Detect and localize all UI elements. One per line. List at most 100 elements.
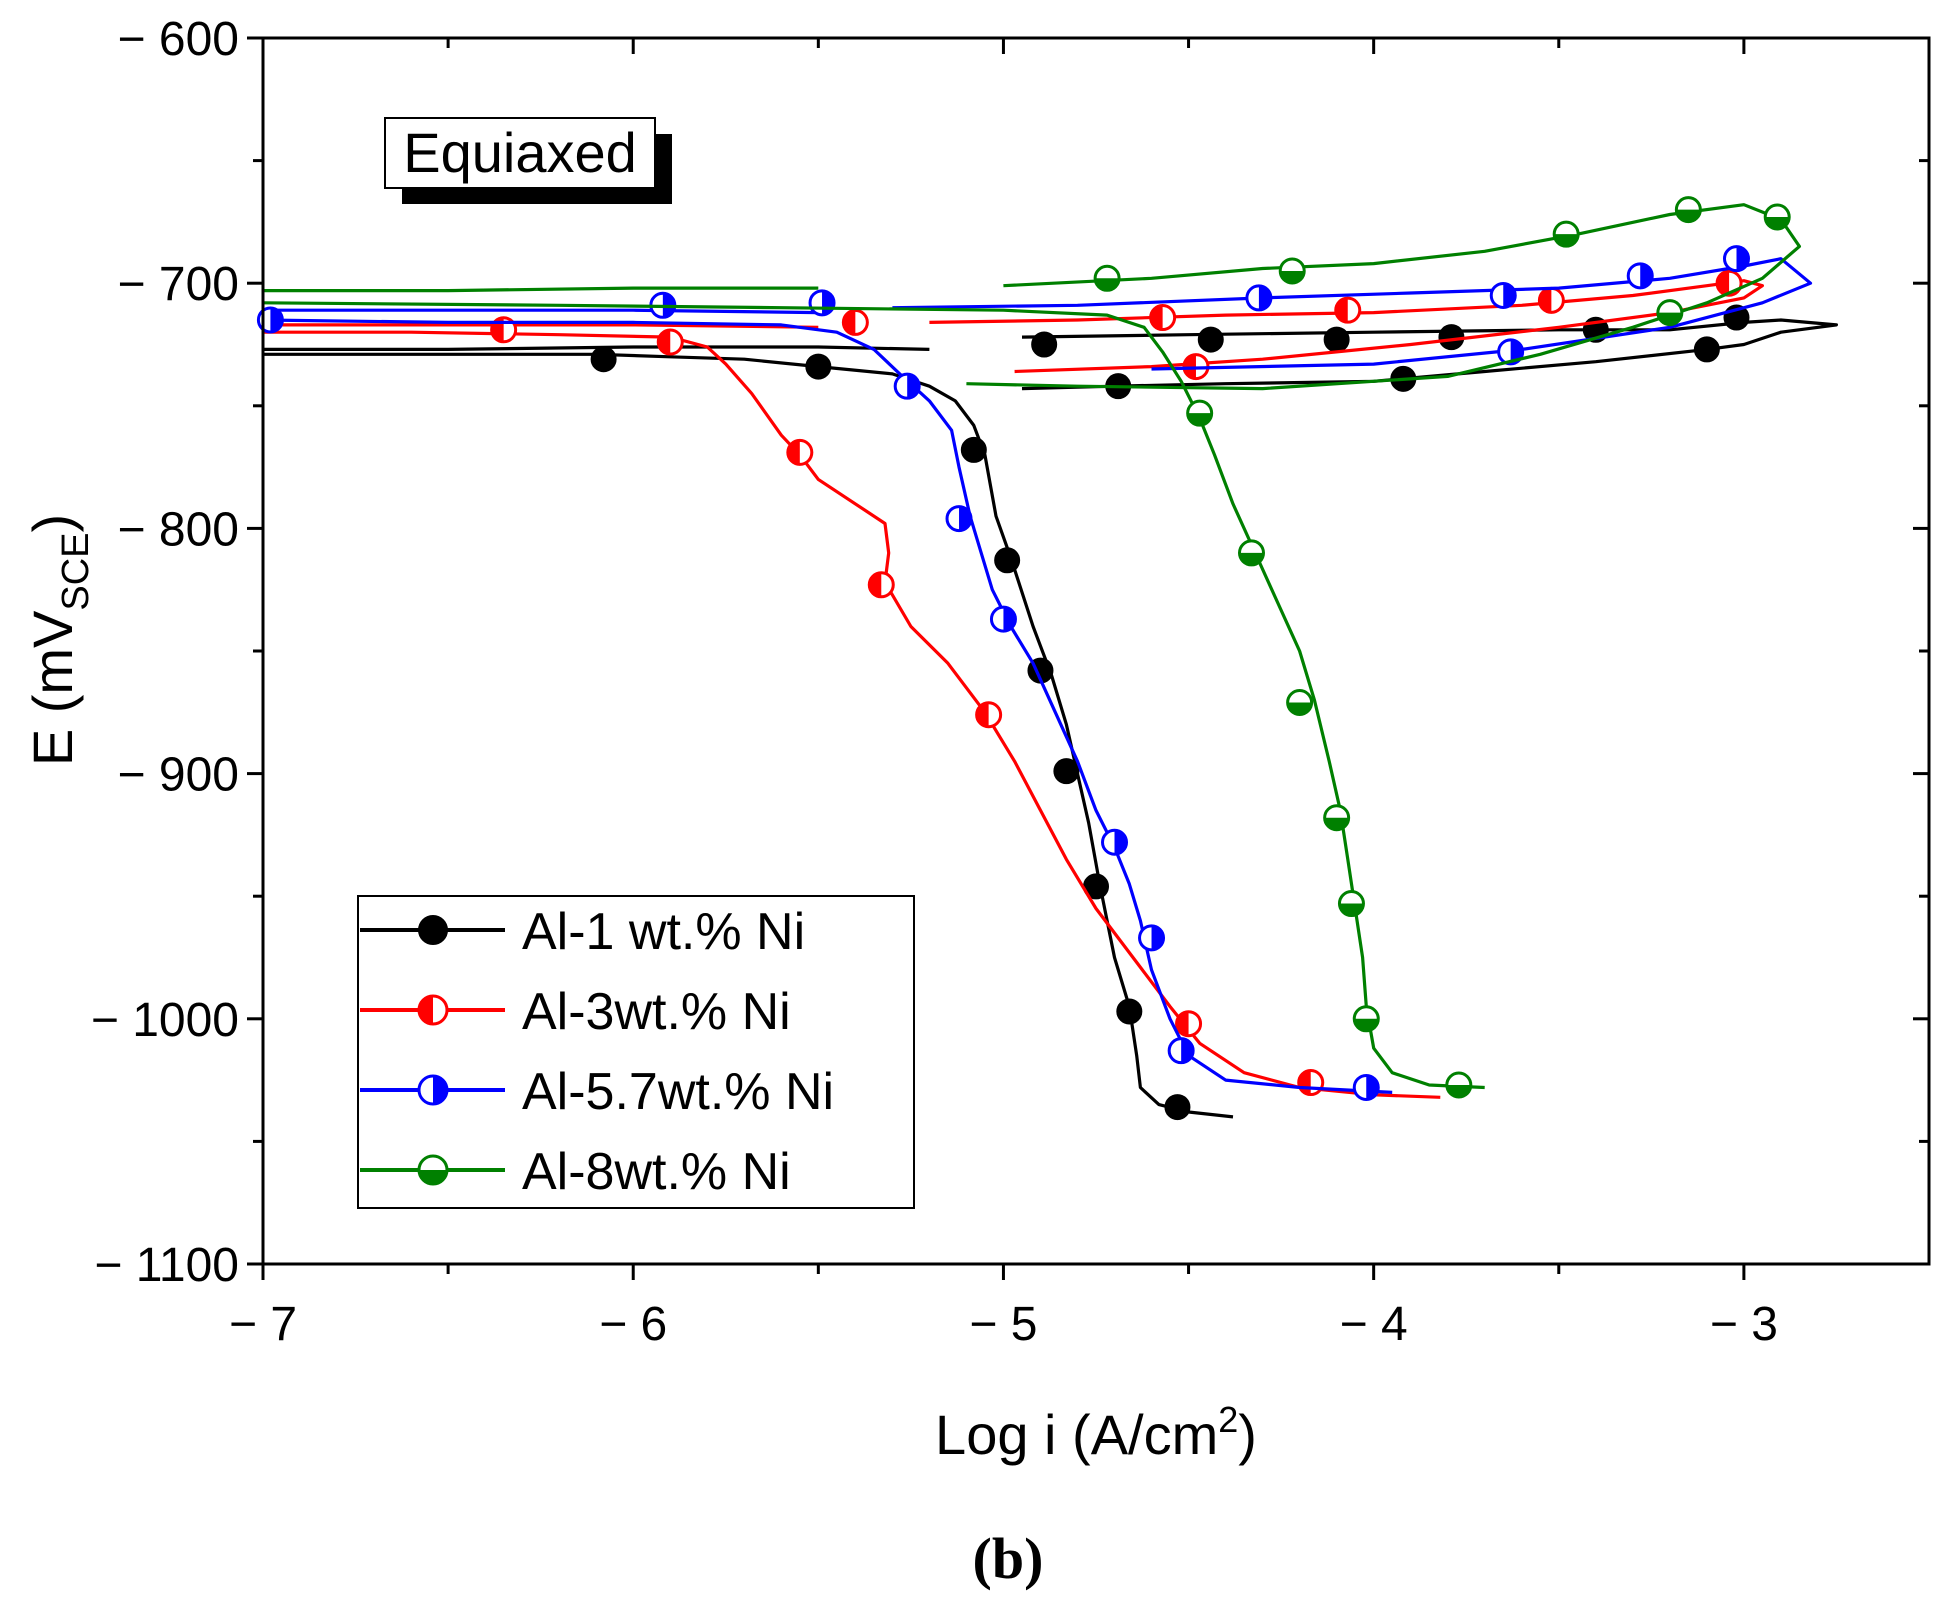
y-axis-title: E (mVSCE) (21, 514, 97, 766)
data-point (1497, 338, 1525, 366)
data-point (1101, 828, 1129, 856)
data-point-fill (1150, 305, 1163, 330)
legend-item: Al-8wt.% Ni (360, 1143, 791, 1201)
data-point (1674, 196, 1702, 224)
data-point-fill (1503, 283, 1516, 308)
inset-label: Equiaxed (403, 121, 637, 184)
data-point-dot (1693, 336, 1720, 363)
data-point-dot (1197, 326, 1224, 353)
data-point (1053, 758, 1080, 785)
data-point (1438, 324, 1465, 351)
series-line-upper (966, 203, 1801, 391)
data-point-dot (590, 346, 617, 373)
data-point-dot (1031, 331, 1058, 358)
series-line-reverse (263, 308, 819, 315)
data-point (1286, 688, 1314, 716)
x-tick-label: − 3 (1710, 1298, 1778, 1351)
data-point (1323, 804, 1351, 832)
legend: Al-1 wt.% Ni Al-3wt.% Ni Al-5.7wt.% Ni Al-8… (357, 895, 915, 1209)
data-point-fill (869, 572, 882, 597)
series-line-upper (892, 257, 1813, 371)
data-point-fill (843, 310, 856, 335)
data-point-fill (1095, 278, 1120, 291)
plot-area (256, 196, 1838, 1121)
x-tick-label: − 4 (1340, 1298, 1408, 1351)
data-point-fill (1287, 702, 1312, 715)
data-point (656, 328, 684, 356)
data-point-fill (1765, 216, 1790, 229)
series-line-forward (263, 352, 1234, 1119)
data-point (867, 571, 895, 599)
data-point-fill (1354, 1018, 1379, 1031)
data-point (1626, 262, 1654, 290)
data-point (1164, 1094, 1191, 1121)
data-point (1167, 1037, 1195, 1065)
series-line-reverse (263, 286, 819, 293)
data-point-fill (1657, 312, 1682, 325)
legend-marker-fill (433, 1076, 447, 1104)
y-tick-label: − 900 (118, 749, 239, 802)
data-point-fill (1324, 817, 1349, 830)
data-point (945, 505, 973, 533)
x-axis-title-main: Log i (A/cm (935, 1403, 1218, 1466)
data-point-dot (1438, 324, 1465, 351)
data-point-fill (658, 330, 671, 355)
x-axis-title-end: ) (1238, 1403, 1257, 1466)
legend-marker-fill (419, 1170, 447, 1184)
data-point (841, 308, 869, 336)
data-point (975, 701, 1003, 729)
data-point-dot (1053, 758, 1080, 785)
data-point (1031, 331, 1058, 358)
data-point-fill (1187, 413, 1212, 426)
data-point-fill (959, 506, 971, 531)
legend-frame (357, 895, 915, 1209)
data-point (1278, 257, 1306, 285)
data-point (960, 436, 987, 463)
inset-label-box: Equiaxed (384, 117, 672, 204)
y-tick-label: − 1100 (94, 1239, 239, 1292)
data-point (590, 346, 617, 373)
data-point-fill (1339, 903, 1364, 916)
y-axis-title-main: E (mV (21, 610, 84, 766)
data-point-fill (1176, 1011, 1189, 1036)
data-point-fill (1640, 263, 1653, 288)
data-point (1186, 399, 1214, 427)
data-point (1237, 539, 1265, 567)
data-point-fill (1114, 830, 1127, 855)
data-point (805, 353, 832, 380)
data-point-fill (976, 702, 989, 727)
x-tick-label: − 6 (599, 1298, 667, 1351)
x-axis-title: Log i (A/cm2) (935, 1399, 1257, 1466)
legend-item: Al-5.7wt.% Ni (360, 1063, 834, 1121)
panel-label: (b) (973, 1526, 1044, 1591)
y-tick-label: − 700 (118, 258, 239, 311)
data-point-fill (1366, 1075, 1379, 1100)
data-point-fill (1335, 298, 1348, 323)
legend-item: Al-1 wt.% Ni (360, 903, 805, 961)
data-point (808, 289, 836, 317)
data-point (1489, 281, 1517, 309)
x-tick-label: − 5 (969, 1298, 1037, 1351)
data-point (1175, 1010, 1203, 1038)
data-point (1763, 203, 1791, 231)
legend-marker (417, 1074, 449, 1106)
data-point (994, 547, 1021, 574)
legend-marker (417, 994, 449, 1026)
legend-marker-dot (418, 915, 448, 945)
data-point-fill (270, 307, 283, 332)
series-line-reverse (263, 323, 819, 329)
legend-label: Al-3wt.% Ni (522, 983, 791, 1041)
data-point (1323, 326, 1350, 353)
y-tick-label: − 800 (118, 503, 239, 556)
data-point-fill (1151, 925, 1164, 950)
series-3 (256, 245, 1813, 1101)
data-point-fill (787, 440, 800, 465)
y-axis-title-end: ) (21, 514, 84, 533)
data-point-fill (1717, 271, 1730, 296)
data-point (786, 438, 814, 466)
data-point-dot (994, 547, 1021, 574)
data-point (1352, 1005, 1380, 1033)
y-axis-title-subscript: SCE (55, 532, 97, 610)
legend-marker (418, 915, 448, 945)
data-point (1722, 245, 1750, 273)
